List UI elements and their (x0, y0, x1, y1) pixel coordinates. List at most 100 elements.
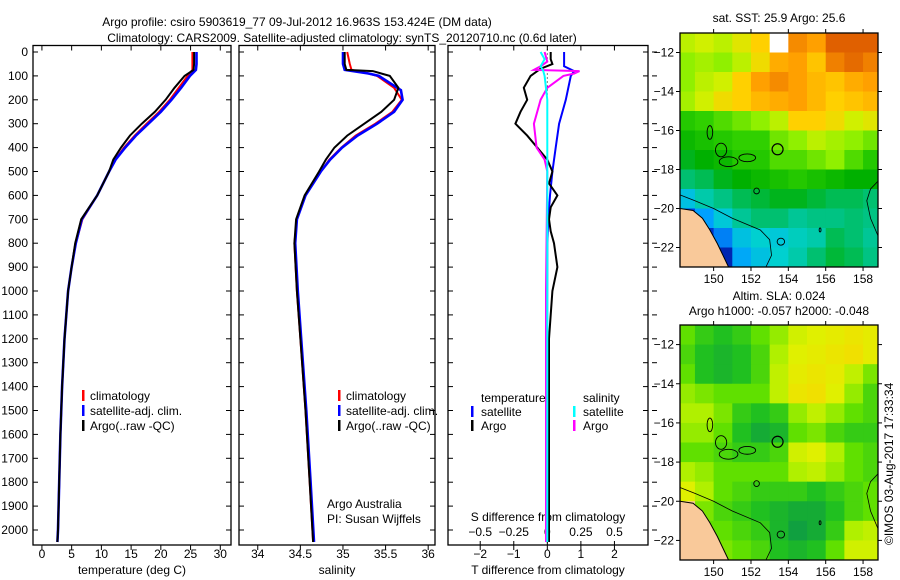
map-cell (769, 481, 789, 502)
map-cell (769, 344, 789, 365)
map-cell (713, 403, 733, 424)
legend-swatch (573, 420, 576, 431)
series-line-satellite-adj-clim- (56, 52, 198, 543)
map-cell (825, 189, 845, 209)
map-cell (788, 72, 808, 92)
map-cell (807, 501, 827, 522)
map-cell (863, 247, 879, 268)
map-cell (750, 111, 771, 131)
map-cell (750, 422, 771, 443)
map-cell (788, 462, 808, 483)
y-tick-label: 600 (8, 188, 28, 202)
map-cell (844, 72, 864, 92)
map-cell (807, 130, 827, 151)
map-cell (844, 130, 864, 151)
argo-position-marker (771, 143, 784, 156)
map-cell (694, 130, 715, 151)
map-cell (694, 72, 715, 92)
lat-tick-label: −18 (654, 163, 675, 177)
map-cell (750, 540, 771, 561)
map-cell (788, 91, 808, 112)
map-cell (788, 422, 808, 443)
map-cell (732, 208, 752, 229)
map-cell (807, 481, 827, 502)
map-cell (713, 481, 733, 502)
map-cell (807, 189, 827, 209)
panel-differences: −2 −1 0 1 2 T difference from climatology −0.5… (447, 44, 657, 577)
map-frame (679, 324, 879, 561)
s-tick-label: 0.5 (606, 525, 623, 539)
map-cell (680, 364, 696, 385)
map-cell (825, 72, 845, 92)
y-tick-label: 1800 (1, 475, 28, 489)
map-cell (680, 150, 696, 170)
x-tick-label: −1 (507, 547, 521, 561)
y-tick-label: 800 (8, 236, 28, 250)
map-cell (863, 52, 879, 73)
map-cell (788, 130, 808, 151)
map-cell (807, 462, 827, 483)
map-cell (713, 462, 733, 483)
map-cell (844, 91, 864, 112)
map-cell (863, 344, 879, 365)
s-tick-label: 0.25 (569, 525, 593, 539)
map-cell (825, 91, 845, 112)
legend-swatch (471, 420, 474, 431)
map-cell (694, 33, 715, 53)
map-cell (732, 189, 752, 209)
reef-outline (715, 435, 728, 450)
map-cell (713, 344, 733, 365)
map-cell (732, 481, 752, 502)
map-cell (825, 481, 845, 502)
map-cell (713, 33, 733, 53)
map-cell (825, 501, 845, 522)
x-tick-label: 34 (251, 547, 265, 561)
map-cell (732, 403, 752, 424)
map-cell (825, 422, 845, 443)
map-cell (694, 481, 715, 502)
map-cell (788, 501, 808, 522)
s-tick-label: −0.5 (468, 525, 492, 539)
lat-tick-label: −14 (654, 85, 675, 99)
panel-salinity: 34 34.5 35 35.5 36 salinity climatologysatelli… (238, 44, 438, 577)
lon-tick-label: 156 (816, 565, 836, 579)
series-line-t-argo (514, 52, 559, 542)
map-cell (769, 442, 789, 463)
map-cell (844, 111, 864, 131)
legend-label: climatology (346, 389, 406, 403)
legend-label: Argo(..raw -QC) (90, 419, 175, 433)
series-line-t-satellite (545, 52, 576, 543)
map-cell (750, 169, 771, 190)
map-cell (863, 33, 879, 53)
y-tick-label: 1300 (1, 356, 28, 370)
map-cell (844, 462, 864, 483)
map-cell (788, 540, 808, 561)
map-cell (825, 383, 845, 404)
legend-label: climatology (90, 389, 150, 403)
map-cell (750, 150, 771, 170)
map-cell (788, 344, 808, 365)
map-cell (863, 325, 879, 346)
map-cell (713, 364, 733, 385)
reef-outline (738, 445, 757, 455)
figure-title-line2: Climatology: CARS2009. Satellite-adjuste… (107, 31, 577, 45)
reef-outline (776, 530, 786, 539)
map-cell (844, 169, 864, 190)
legend-title: temperature (481, 391, 546, 405)
map-cell (713, 501, 733, 522)
map-cell (680, 462, 696, 483)
map-title: Altim. SLA: 0.024 (733, 289, 826, 303)
map-cell (825, 208, 845, 229)
map-cell (694, 442, 715, 463)
map-cell (769, 189, 789, 209)
x-tick-label: 0 (544, 547, 551, 561)
plot-frame (32, 44, 232, 546)
map-cell (844, 364, 864, 385)
x-tick-label: 34.5 (289, 547, 313, 561)
map-cell (713, 208, 733, 229)
s-tick-label: −0.25 (499, 525, 530, 539)
lat-tick-label: −14 (654, 377, 675, 391)
map-cell (680, 344, 696, 365)
map-cell (694, 52, 715, 73)
map-cell (807, 72, 827, 92)
